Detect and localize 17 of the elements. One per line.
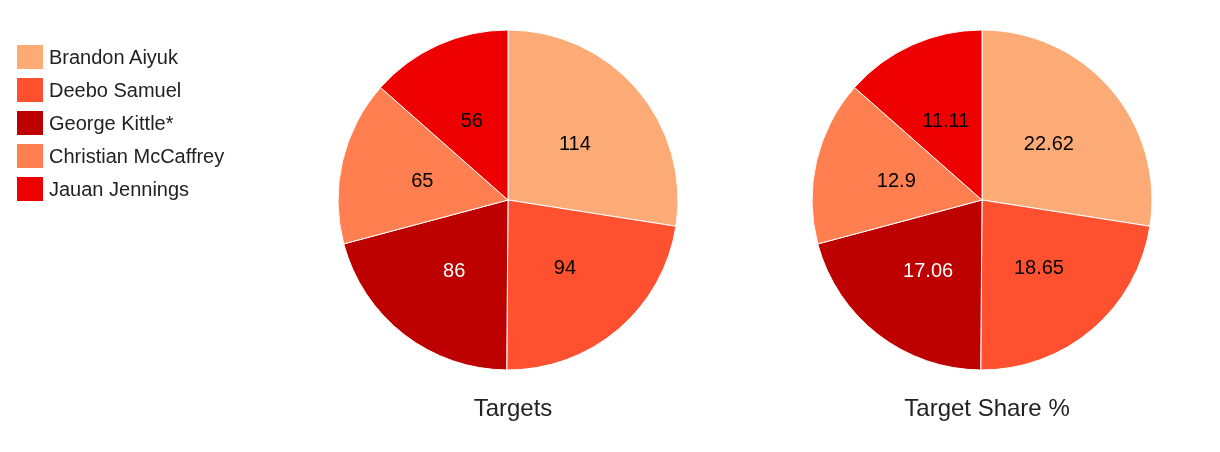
data-label: 17.06	[903, 258, 954, 281]
data-label: 65	[411, 168, 434, 191]
legend-label: Deebo Samuel	[49, 79, 182, 101]
data-label: 18.65	[1013, 256, 1064, 279]
data-label: 12.9	[876, 168, 916, 191]
data-label: 86	[443, 258, 466, 281]
data-label: 114	[558, 131, 591, 154]
legend-label: Jauan Jennings	[49, 178, 190, 200]
text: Targets	[473, 393, 553, 421]
data-label: 94	[553, 256, 577, 279]
text: Target Share %	[904, 393, 1070, 421]
data-label: 11.11	[922, 108, 970, 131]
legend-label: George Kittle*	[49, 112, 174, 134]
data-label: 56	[460, 108, 483, 131]
legend-label: Christian McCaffrey	[49, 145, 225, 167]
legend-label: Brandon Aiyuk	[49, 46, 179, 68]
data-label: 22.62	[1023, 131, 1074, 154]
